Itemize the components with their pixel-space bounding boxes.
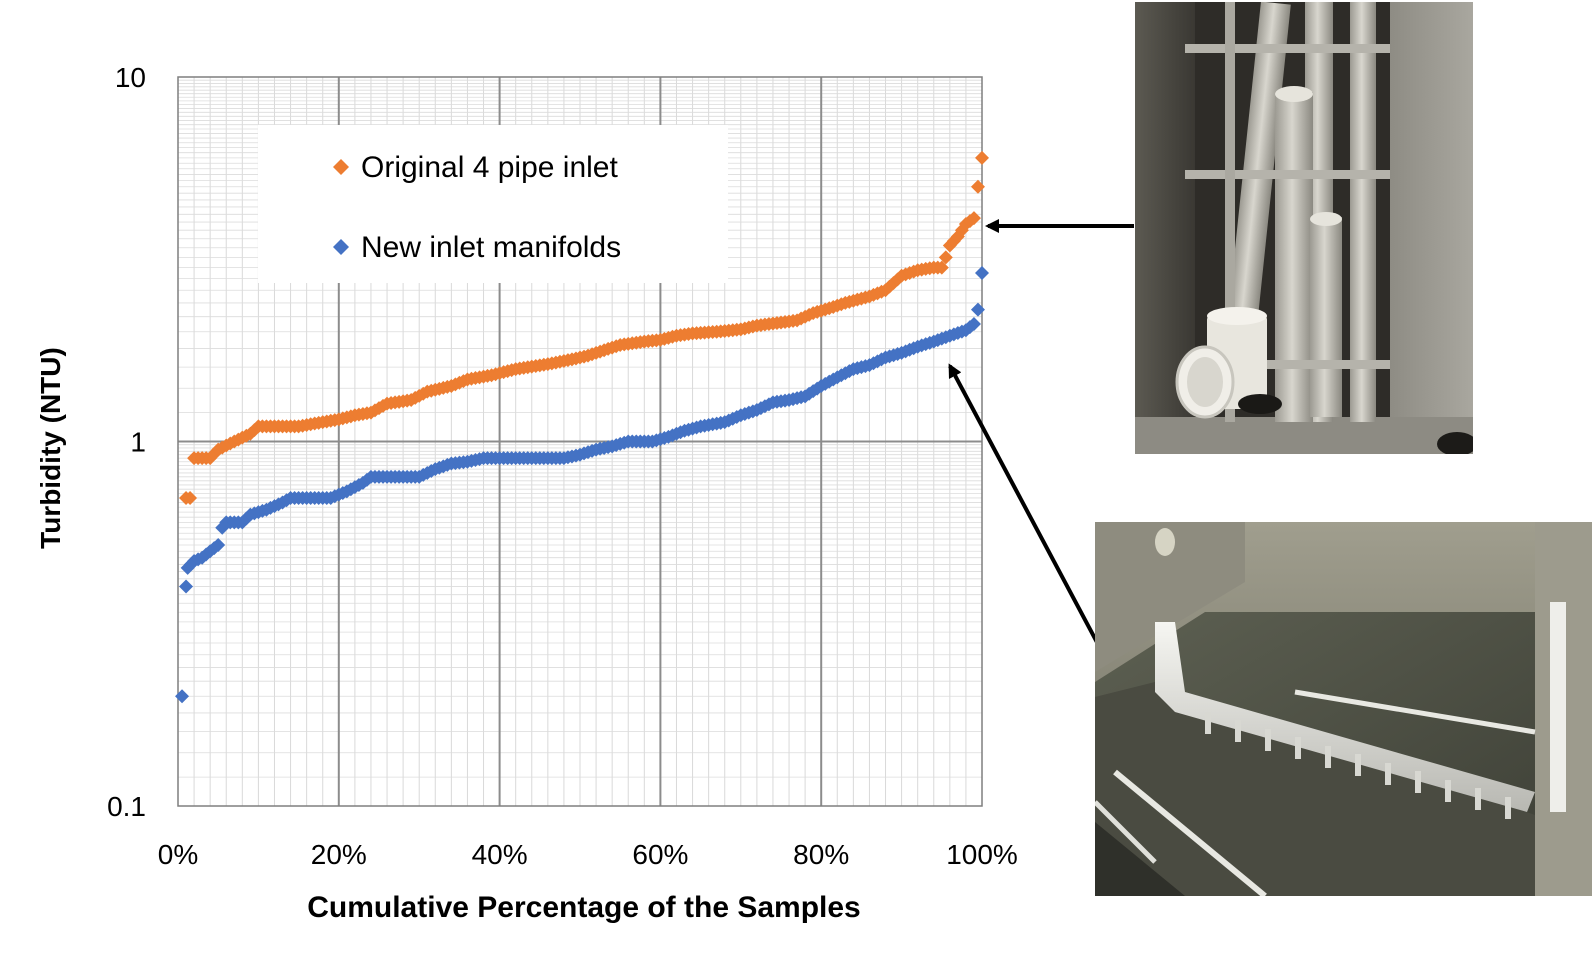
series-layer [175,150,989,704]
x-tick-label: 80% [793,839,849,870]
y-tick-label: 10 [115,62,146,93]
y-axis-label: Turbidity (NTU) [35,347,66,549]
y-tick-label: 1 [130,427,146,458]
plot-frame [177,76,983,807]
data-point [975,150,989,165]
data-point [966,211,981,226]
x-tick-label: 100% [946,839,1018,870]
x-tick-label: 40% [472,839,528,870]
original-inlet-photo [1135,2,1473,454]
x-tick-label: 20% [311,839,367,870]
new-manifold-photo [1095,522,1592,896]
legend-label: New inlet manifolds [361,231,621,264]
data-point [966,317,981,332]
data-point [183,490,198,505]
data-point [179,579,194,594]
legend: Original 4 pipe inlet New inlet manifolds [258,125,728,283]
series-2 [175,265,989,704]
legend-label: Original 4 pipe inlet [361,151,618,184]
series-1 [179,150,989,505]
data-point [934,260,949,275]
data-point [938,250,953,265]
x-tick-label: 0% [158,839,198,870]
legend-marker [333,159,349,175]
x-tick-label: 60% [632,839,688,870]
data-point [211,538,226,553]
data-point [970,179,985,194]
data-point [975,265,989,280]
tick-labels: 0% 20% 40% 60% 80% 100% 0.1 1 10 [107,62,1018,870]
y-tick-label: 0.1 [107,791,146,822]
legend-marker [333,239,349,255]
legend-box [258,125,728,283]
data-point [175,689,190,704]
x-axis-label: Cumulative Percentage of the Samples [307,891,861,924]
data-point [970,302,985,317]
